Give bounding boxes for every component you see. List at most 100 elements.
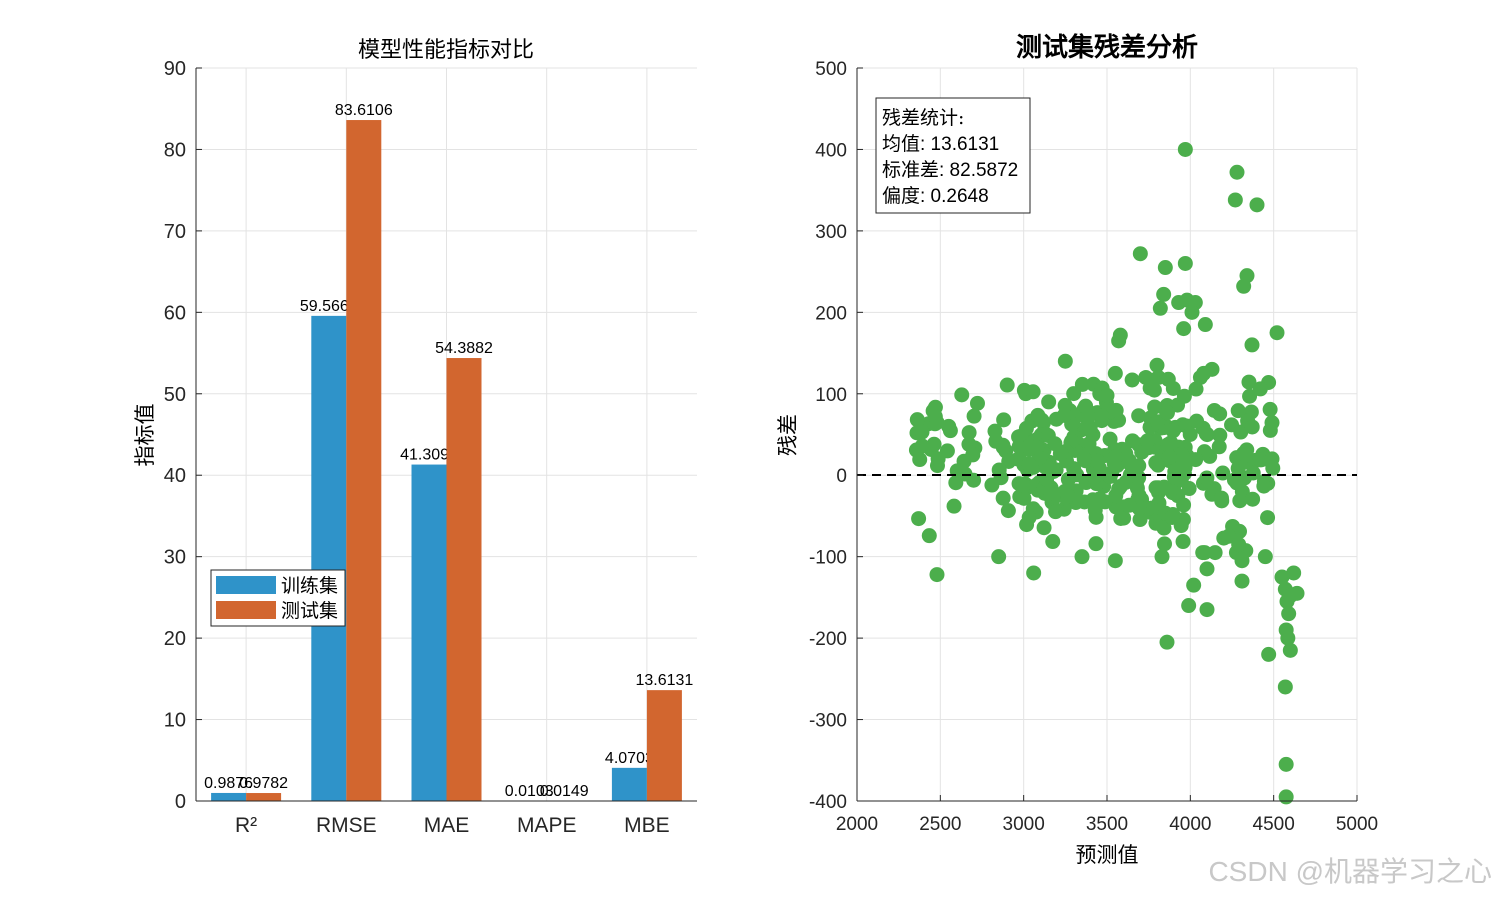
- scatter-point: [996, 412, 1011, 427]
- scatter-point: [1236, 279, 1251, 294]
- scatter-point: [1125, 372, 1140, 387]
- y-tick-label: 400: [815, 140, 847, 161]
- scatter-point: [1150, 358, 1165, 373]
- scatter-point: [1205, 362, 1220, 377]
- scatter-point: [1037, 520, 1052, 535]
- y-tick-label: -100: [809, 548, 847, 569]
- scatter-point: [1189, 414, 1204, 429]
- annotation-title: 残差统计:: [882, 107, 964, 129]
- scatter-point: [1088, 536, 1103, 551]
- scatter-point: [1250, 197, 1265, 212]
- x-tick-label: 4000: [1169, 814, 1211, 835]
- scatter-point: [1166, 423, 1181, 438]
- scatter-point: [1140, 433, 1155, 448]
- scatter-point: [1125, 433, 1140, 448]
- x-tick-label: RMSE: [316, 814, 377, 837]
- bar-value-label: 0.9782: [239, 775, 288, 792]
- scatter-point: [1290, 586, 1305, 601]
- scatter-point: [947, 499, 962, 514]
- scatter-point: [1103, 432, 1118, 447]
- bar-test: [346, 120, 381, 801]
- scatter-point: [1131, 408, 1146, 423]
- scatter-point: [1041, 394, 1056, 409]
- scatter-point: [1133, 246, 1148, 261]
- scatter-point: [1198, 317, 1213, 332]
- scatter-point: [1108, 449, 1123, 464]
- scatter-point: [1265, 451, 1280, 466]
- scatter-point: [1108, 366, 1123, 381]
- scatter-point: [1022, 510, 1037, 525]
- bar-chart-title: 模型性能指标对比: [358, 38, 534, 63]
- y-tick-label: 20: [164, 628, 186, 650]
- scatter-point: [941, 419, 956, 434]
- scatter-point: [1263, 402, 1278, 417]
- scatter-point: [1100, 388, 1115, 403]
- bar-test: [647, 690, 682, 801]
- x-tick-label: 3500: [1086, 814, 1128, 835]
- y-tick-label: 80: [164, 139, 186, 161]
- scatter-point: [1178, 142, 1193, 157]
- scatter-point: [954, 387, 969, 402]
- scatter-point: [1019, 421, 1034, 436]
- scatter-point: [1058, 354, 1073, 369]
- scatter-point: [1279, 757, 1294, 772]
- scatter-point: [915, 439, 930, 454]
- scatter-point: [1235, 574, 1250, 589]
- y-tick-label: 50: [164, 384, 186, 406]
- scatter-point: [1260, 510, 1275, 525]
- bar-value-label: 83.6106: [335, 102, 393, 119]
- scatter-point: [1188, 452, 1203, 467]
- bar-train: [412, 465, 447, 801]
- scatter-point: [1200, 602, 1215, 617]
- y-tick-label: 0: [836, 466, 847, 487]
- scatter-point: [931, 451, 946, 466]
- bar-chart-bars: 0.98760.978259.566183.610641.309654.3882…: [204, 102, 693, 801]
- scatter-point: [1281, 606, 1296, 621]
- x-tick-label: 5000: [1336, 814, 1378, 835]
- scatter-point: [1245, 337, 1260, 352]
- bar-train: [211, 793, 246, 801]
- scatter-point: [1155, 549, 1170, 564]
- x-tick-label: MAPE: [517, 814, 577, 837]
- scatter-point: [1021, 457, 1036, 472]
- scatter-point: [1181, 598, 1196, 613]
- scatter-point: [1158, 260, 1173, 275]
- scatter-point: [1094, 408, 1109, 423]
- scatter-point: [1048, 504, 1063, 519]
- bar-value-label: 4.0703: [605, 750, 654, 767]
- scatter-point: [1157, 480, 1172, 495]
- y-tick-label: 500: [815, 59, 847, 80]
- scatter-point: [1186, 578, 1201, 593]
- bar-chart-y-axis-label: 指标值: [133, 404, 157, 467]
- annotation-skewness: 偏度: 0.2648: [882, 185, 989, 207]
- scatter-point: [1058, 398, 1073, 413]
- scatter-point: [1178, 256, 1193, 271]
- scatter-point: [1214, 491, 1229, 506]
- x-tick-label: 4500: [1253, 814, 1295, 835]
- bar-value-label: 0.0149: [540, 783, 589, 800]
- scatter-point: [1075, 377, 1090, 392]
- scatter-point: [984, 478, 999, 493]
- scatter-point: [1200, 561, 1215, 576]
- bar-test: [447, 358, 482, 801]
- scatter-point: [1026, 565, 1041, 580]
- legend-swatch-test: [216, 601, 276, 619]
- scatter-point: [1278, 679, 1293, 694]
- scatter-point: [948, 475, 963, 490]
- scatter-point: [1208, 545, 1223, 560]
- scatter-point: [1174, 447, 1189, 462]
- scatter-point: [1270, 325, 1285, 340]
- legend-label-train: 训练集: [281, 575, 338, 597]
- scatter-point: [1113, 511, 1128, 526]
- bar-chart-legend[interactable]: 训练集 测试集: [211, 570, 345, 626]
- scatter-chart-title: 测试集残差分析: [1016, 32, 1198, 63]
- scatter-point: [1157, 536, 1172, 551]
- x-tick-label: 2500: [919, 814, 961, 835]
- bar-train: [612, 768, 647, 801]
- y-tick-label: 30: [164, 547, 186, 569]
- scatter-point: [1111, 333, 1126, 348]
- scatter-point: [1000, 378, 1015, 393]
- scatter-point: [996, 491, 1011, 506]
- scatter-point: [1045, 534, 1060, 549]
